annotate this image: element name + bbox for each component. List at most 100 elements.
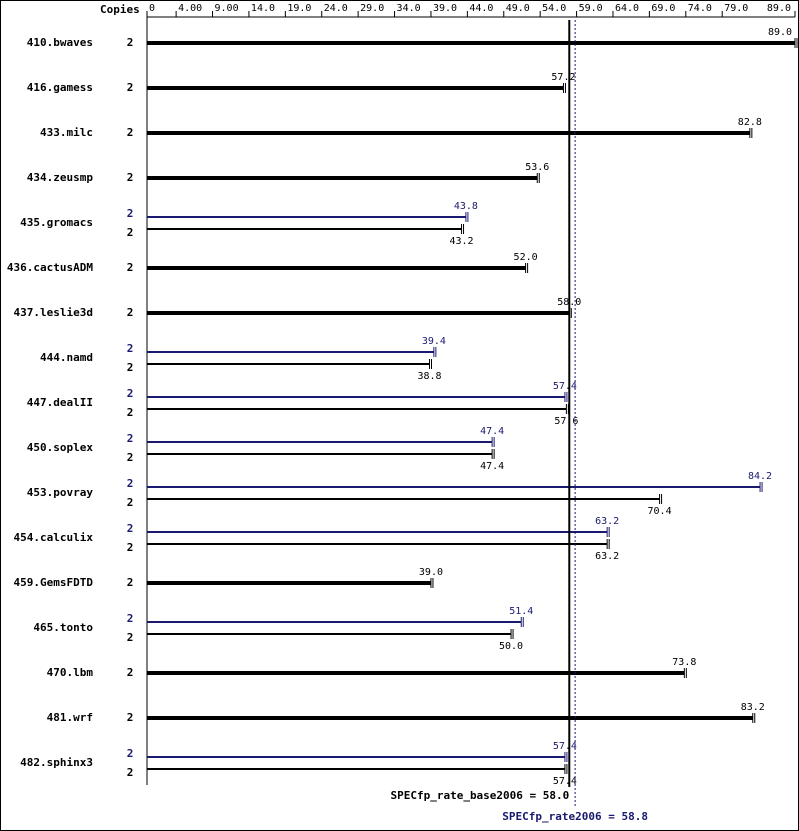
bar [147,486,761,488]
value-label: 50.0 [499,641,523,652]
x-tick-label: 64.0 [615,3,639,14]
bar [147,671,685,675]
category-label: 410.bwaves [27,36,93,49]
bar [147,266,526,270]
copies-label: 2 [127,207,134,220]
category-label: 447.dealII [27,396,93,409]
category-label: 454.calculix [14,531,94,544]
category-label: 470.lbm [47,666,94,679]
x-tick-label: 34.0 [397,3,421,14]
copies-label: 2 [127,541,134,554]
value-label: 84.2 [748,471,772,482]
x-tick-label: 0 [149,3,155,14]
x-tick-label: 14.0 [251,3,275,14]
bar [147,408,567,410]
value-label: 47.4 [480,426,504,437]
copies-label: 2 [127,576,134,589]
value-label: 57.2 [551,72,575,83]
value-label: 63.2 [595,516,619,527]
bar [147,768,565,770]
bar [147,621,522,623]
x-tick-label: 39.0 [433,3,457,14]
value-label: 39.4 [422,336,446,347]
category-label: 465.tonto [33,621,93,634]
copies-label: 2 [127,432,134,445]
bar [147,216,466,218]
x-tick-label: 4.00 [178,3,202,14]
x-tick-label: 24.0 [324,3,348,14]
category-label: 481.wrf [47,711,93,724]
bar [147,86,564,90]
copies-label: 2 [127,666,134,679]
value-label: 82.8 [738,117,762,128]
value-label: 43.2 [449,236,473,247]
bar [147,41,795,45]
copies-label: 2 [127,342,134,355]
copies-label: 2 [127,126,134,139]
bar [147,228,462,230]
copies-label: 2 [127,261,134,274]
category-label: 437.leslie3d [14,306,93,319]
bar [147,498,660,500]
copies-label: 2 [127,612,134,625]
category-label: 436.cactusADM [7,261,93,274]
bar [147,633,512,635]
value-label: 57.4 [553,776,577,787]
value-label: 89.0 [768,27,792,38]
bar [147,581,431,585]
bar [147,453,493,455]
value-label: 70.4 [648,506,672,517]
x-tick-label: 44.0 [469,3,493,14]
category-label: 416.gamess [27,81,93,94]
copies-label: 2 [127,747,134,760]
reference-label: SPECfp_rate2006 = 58.8 [502,810,648,823]
copies-label: 2 [127,766,134,779]
copies-label: 2 [127,406,134,419]
bar [147,543,608,545]
value-label: 47.4 [480,461,504,472]
bar [147,176,538,180]
value-label: 63.2 [595,551,619,562]
value-label: 57.4 [553,381,577,392]
value-label: 57.4 [553,741,577,752]
x-tick-label: 59.0 [579,3,603,14]
category-label: 435.gromacs [20,216,93,229]
x-tick-label: 79.0 [724,3,748,14]
category-label: 482.sphinx3 [20,756,93,769]
category-label: 434.zeusmp [27,171,94,184]
bar [147,756,565,758]
copies-label: 2 [127,711,134,724]
bar [147,441,493,443]
value-label: 43.8 [454,201,478,212]
copies-label: 2 [127,631,134,644]
copies-label: 2 [127,361,134,374]
category-label: 453.povray [27,486,94,499]
copies-label: 2 [127,496,134,509]
category-label: 433.milc [40,126,93,139]
copies-header: Copies [100,3,140,16]
copies-label: 2 [127,522,134,535]
bar [147,131,750,135]
value-label: 38.8 [417,371,441,382]
x-tick-label: 29.0 [360,3,384,14]
x-tick-label: 89.0 [767,3,791,14]
value-label: 57.6 [554,416,578,427]
category-label: 450.soplex [27,441,94,454]
copies-label: 2 [127,226,134,239]
x-tick-label: 49.0 [506,3,530,14]
x-tick-label: 19.0 [287,3,311,14]
value-label: 52.0 [514,252,538,263]
copies-label: 2 [127,81,134,94]
value-label: 53.6 [525,162,549,173]
bar [147,311,570,315]
reference-label: SPECfp_rate_base2006 = 58.0 [390,789,569,802]
value-label: 73.8 [672,657,696,668]
value-label: 83.2 [741,702,765,713]
x-tick-label: 54.0 [542,3,566,14]
x-tick-label: 69.0 [651,3,675,14]
bar [147,396,565,398]
copies-label: 2 [127,171,134,184]
category-label: 459.GemsFDTD [14,576,94,589]
